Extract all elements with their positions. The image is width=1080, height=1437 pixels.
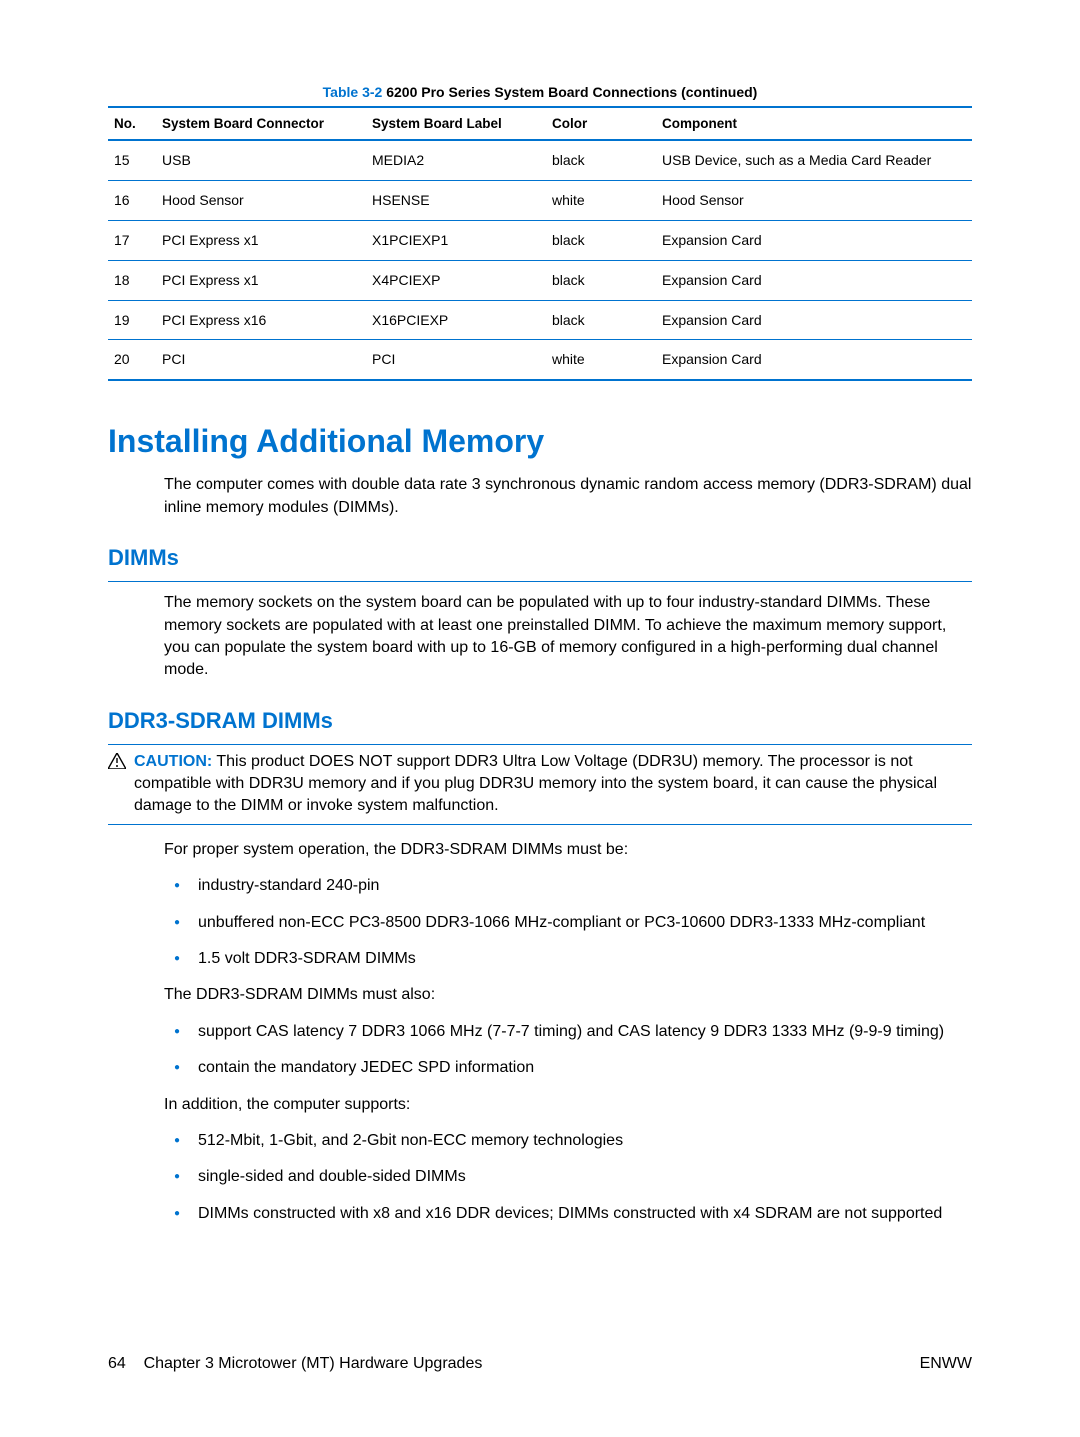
heading-ddr3: DDR3-SDRAM DIMMs — [108, 708, 972, 734]
page-number: 64 — [108, 1355, 126, 1372]
dimms-paragraph: The memory sockets on the system board c… — [164, 592, 972, 682]
list-requirements-2: support CAS latency 7 DDR3 1066 MHz (7-7… — [164, 1021, 972, 1080]
table-cell: USB — [156, 140, 366, 180]
list-item: single-sided and double-sided DIMMs — [164, 1166, 972, 1188]
page-content: Table 3-2 6200 Pro Series System Board C… — [0, 0, 1080, 1225]
table-cell: Expansion Card — [656, 220, 972, 260]
list-item: unbuffered non-ECC PC3-8500 DDR3-1066 MH… — [164, 912, 972, 934]
caution-body: This product DOES NOT support DDR3 Ultra… — [134, 753, 937, 815]
caution-text: CAUTION: This product DOES NOT support D… — [134, 751, 972, 818]
table-cell: black — [546, 260, 656, 300]
table-cell: Expansion Card — [656, 260, 972, 300]
table-number: Table 3-2 — [323, 84, 383, 100]
list-item: 1.5 volt DDR3-SDRAM DIMMs — [164, 948, 972, 970]
col-header-component: Component — [656, 107, 972, 140]
table-cell: X16PCIEXP — [366, 300, 546, 340]
table-cell: 20 — [108, 340, 156, 380]
table-cell: PCI — [156, 340, 366, 380]
col-header-label: System Board Label — [366, 107, 546, 140]
table-cell: 17 — [108, 220, 156, 260]
list-item: industry-standard 240-pin — [164, 875, 972, 897]
para-addition: In addition, the computer supports: — [164, 1094, 972, 1116]
table-cell: Expansion Card — [656, 340, 972, 380]
table-cell: black — [546, 300, 656, 340]
list-item: 512-Mbit, 1-Gbit, and 2-Gbit non-ECC mem… — [164, 1130, 972, 1152]
connections-table: No. System Board Connector System Board … — [108, 106, 972, 381]
table-cell: HSENSE — [366, 180, 546, 220]
heading-installing-memory: Installing Additional Memory — [108, 423, 972, 460]
col-header-no: No. — [108, 107, 156, 140]
table-cell: 19 — [108, 300, 156, 340]
table-title: 6200 Pro Series System Board Connections… — [382, 84, 757, 100]
para-proper: For proper system operation, the DDR3-SD… — [164, 839, 972, 861]
chapter-label: Chapter 3 Microtower (MT) Hardware Upgra… — [144, 1355, 483, 1372]
table-row: 18PCI Express x1X4PCIEXPblackExpansion C… — [108, 260, 972, 300]
table-row: 19PCI Express x16X16PCIEXPblackExpansion… — [108, 300, 972, 340]
list-item: contain the mandatory JEDEC SPD informat… — [164, 1057, 972, 1079]
table-cell: PCI — [366, 340, 546, 380]
table-row: 20PCIPCIwhiteExpansion Card — [108, 340, 972, 380]
table-row: 15USBMEDIA2blackUSB Device, such as a Me… — [108, 140, 972, 180]
table-cell: black — [546, 220, 656, 260]
heading-dimms: DIMMs — [108, 545, 972, 571]
table-cell: X4PCIEXP — [366, 260, 546, 300]
table-cell: 18 — [108, 260, 156, 300]
col-header-color: Color — [546, 107, 656, 140]
table-cell: white — [546, 180, 656, 220]
footer-left: 64 Chapter 3 Microtower (MT) Hardware Up… — [108, 1355, 482, 1373]
table-cell: MEDIA2 — [366, 140, 546, 180]
table-cell: USB Device, such as a Media Card Reader — [656, 140, 972, 180]
table-cell: 16 — [108, 180, 156, 220]
table-header-row: No. System Board Connector System Board … — [108, 107, 972, 140]
intro-paragraph: The computer comes with double data rate… — [164, 474, 972, 519]
table-cell: 15 — [108, 140, 156, 180]
table-cell: Hood Sensor — [656, 180, 972, 220]
table-row: 16Hood SensorHSENSEwhiteHood Sensor — [108, 180, 972, 220]
list-supports: 512-Mbit, 1-Gbit, and 2-Gbit non-ECC mem… — [164, 1130, 972, 1225]
table-cell: white — [546, 340, 656, 380]
table-cell: X1PCIEXP1 — [366, 220, 546, 260]
para-also: The DDR3-SDRAM DIMMs must also: — [164, 984, 972, 1006]
table-cell: PCI Express x1 — [156, 220, 366, 260]
caution-label: CAUTION: — [134, 753, 212, 770]
page-footer: 64 Chapter 3 Microtower (MT) Hardware Up… — [108, 1355, 972, 1373]
list-item: support CAS latency 7 DDR3 1066 MHz (7-7… — [164, 1021, 972, 1043]
caution-icon — [108, 753, 126, 774]
table-caption: Table 3-2 6200 Pro Series System Board C… — [108, 84, 972, 100]
table-cell: Hood Sensor — [156, 180, 366, 220]
table-cell: PCI Express x1 — [156, 260, 366, 300]
caution-block: CAUTION: This product DOES NOT support D… — [108, 744, 972, 825]
list-item: DIMMs constructed with x8 and x16 DDR de… — [164, 1203, 972, 1225]
table-cell: PCI Express x16 — [156, 300, 366, 340]
rule-divider — [108, 581, 972, 582]
table-cell: black — [546, 140, 656, 180]
table-row: 17PCI Express x1X1PCIEXP1blackExpansion … — [108, 220, 972, 260]
list-requirements-1: industry-standard 240-pin unbuffered non-… — [164, 875, 972, 970]
footer-right: ENWW — [920, 1355, 972, 1373]
table-cell: Expansion Card — [656, 300, 972, 340]
col-header-connector: System Board Connector — [156, 107, 366, 140]
